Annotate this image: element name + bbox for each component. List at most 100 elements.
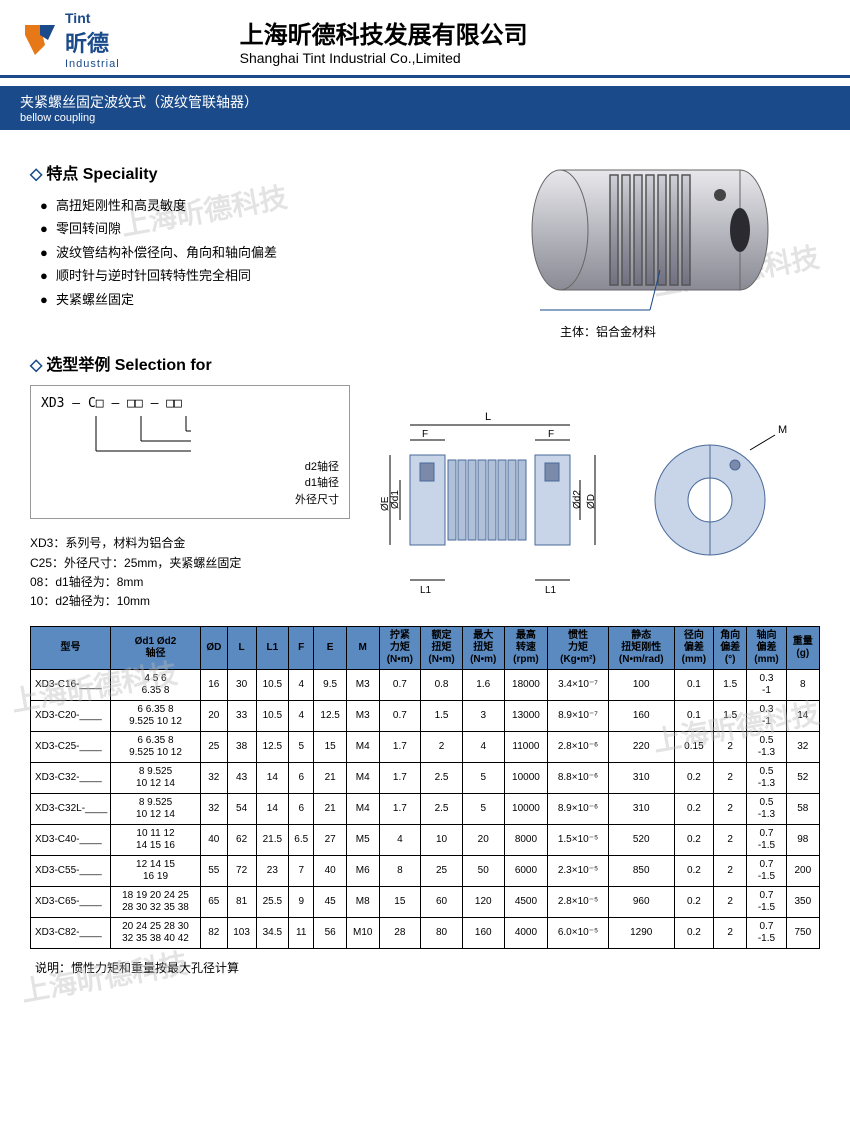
table-cell: 15 [314,732,347,763]
table-cell: 10000 [504,794,548,825]
table-cell: 160 [462,918,504,949]
spec-table: 型号Ød1 Ød2轴径ØDLL1FEM拧紧力矩(N•m)额定扭矩(N•m)最大扭… [30,626,820,949]
table-header: 额定扭矩(N•m) [421,627,463,670]
table-cell: 50 [462,856,504,887]
svg-text:F: F [548,429,554,440]
table-cell: 11 [289,918,314,949]
table-note: 说明：惯性力矩和重量按最大孔径计算 [30,959,820,976]
table-cell: 25 [201,732,228,763]
table-cell: 23 [256,856,289,887]
table-cell: 100 [608,670,674,701]
table-cell: 32 [201,763,228,794]
table-cell: 6.5 [289,825,314,856]
table-cell: 2 [714,856,747,887]
table-cell: 0.7-1.5 [747,856,786,887]
model-description: XD3：系列号，材料为铝合金 C25：外径尺寸：25mm，夹紧螺丝固定 08：d… [30,534,350,611]
table-cell: 9 [289,887,314,918]
table-cell: 0.1 [674,670,713,701]
company-name-en: Shanghai Tint Industrial Co.,Limited [240,50,528,66]
table-header: 径向偏差(mm) [674,627,713,670]
table-header: 轴向偏差(mm) [747,627,786,670]
table-cell: XD3-C82-____ [31,918,111,949]
table-cell: 27 [314,825,347,856]
svg-text:L1: L1 [545,585,557,596]
table-cell: 0.7 [379,701,421,732]
label-d1: d1轴径 [41,475,339,492]
table-cell: 2 [714,732,747,763]
table-cell: 5 [462,763,504,794]
svg-text:M: M [778,424,787,436]
table-cell: 98 [786,825,819,856]
table-cell: 80 [421,918,463,949]
table-cell: 220 [608,732,674,763]
table-cell: 1.5 [714,670,747,701]
table-row: XD3-C20-____6 6.35 89.525 10 12203310.54… [31,701,820,732]
table-cell: 65 [201,887,228,918]
table-header: M [346,627,379,670]
table-cell: 6000 [504,856,548,887]
table-row: XD3-C25-____6 6.35 89.525 10 12253812.55… [31,732,820,763]
table-cell: 3.4×10⁻⁷ [548,670,608,701]
table-cell: 2.5 [421,794,463,825]
page-header: Tint 昕德 Industrial 上海昕德科技发展有限公司 Shanghai… [0,0,850,78]
table-row: XD3-C16-____4 5 66.35 8163010.549.5M30.7… [31,670,820,701]
table-cell: 10000 [504,763,548,794]
technical-diagram: L F F L1 L1 ØE Ød1 Ød2 ØD M [380,385,810,605]
product-photo: 主体：铝合金材料 [510,140,790,320]
watermark: 上海昕德科技 [18,942,190,1011]
table-cell: 25 [421,856,463,887]
table-cell: 0.2 [674,825,713,856]
table-cell: 56 [314,918,347,949]
table-cell: 0.7-1.5 [747,918,786,949]
table-cell: 38 [227,732,256,763]
table-cell: 52 [786,763,819,794]
table-cell: 1290 [608,918,674,949]
table-cell: 2 [714,794,747,825]
table-cell: 8.8×10⁻⁶ [548,763,608,794]
label-d2: d2轴径 [41,459,339,476]
table-header: 重量(g) [786,627,819,670]
table-cell: 5 [289,732,314,763]
table-cell: 54 [227,794,256,825]
table-cell: 82 [201,918,228,949]
table-cell: 45 [314,887,347,918]
table-cell: 4 [462,732,504,763]
table-cell: 4 [289,670,314,701]
table-cell: 120 [462,887,504,918]
table-cell: 9.5 [314,670,347,701]
table-cell: 12.5 [256,732,289,763]
table-cell: 14 [786,701,819,732]
table-cell: 0.3-1 [747,701,786,732]
table-cell: 10 [421,825,463,856]
table-cell: 2 [714,825,747,856]
table-header: 角向偏差(°) [714,627,747,670]
table-header: 最高转速(rpm) [504,627,548,670]
table-cell: 8 9.52510 12 14 [111,763,201,794]
table-cell: 12 14 1516 19 [111,856,201,887]
table-cell: 40 [201,825,228,856]
table-header: L1 [256,627,289,670]
table-cell: XD3-C16-____ [31,670,111,701]
svg-text:ØD: ØD [586,494,597,509]
logo-brand: Tint [65,10,120,26]
table-cell: 62 [227,825,256,856]
table-cell: 8.9×10⁻⁷ [548,701,608,732]
table-cell: XD3-C65-____ [31,887,111,918]
table-cell: 20 [201,701,228,732]
table-header: 静态扭矩刚性(N•m/rad) [608,627,674,670]
table-header: 最大扭矩(N•m) [462,627,504,670]
table-cell: 43 [227,763,256,794]
table-header: 拧紧力矩(N•m) [379,627,421,670]
company-block: 上海昕德科技发展有限公司 Shanghai Tint Industrial Co… [240,15,528,66]
table-cell: 1.7 [379,732,421,763]
table-cell: XD3-C55-____ [31,856,111,887]
table-cell: 960 [608,887,674,918]
table-cell: 16 [201,670,228,701]
table-cell: 4 [379,825,421,856]
table-cell: 2 [714,918,747,949]
svg-text:Ød2: Ød2 [572,490,583,509]
model-format-box: XD3 — C□ — □□ — □□ d2轴径 d1轴径 外径尺寸 [30,385,350,520]
table-cell: 72 [227,856,256,887]
table-cell: M4 [346,794,379,825]
table-cell: 0.3-1 [747,670,786,701]
